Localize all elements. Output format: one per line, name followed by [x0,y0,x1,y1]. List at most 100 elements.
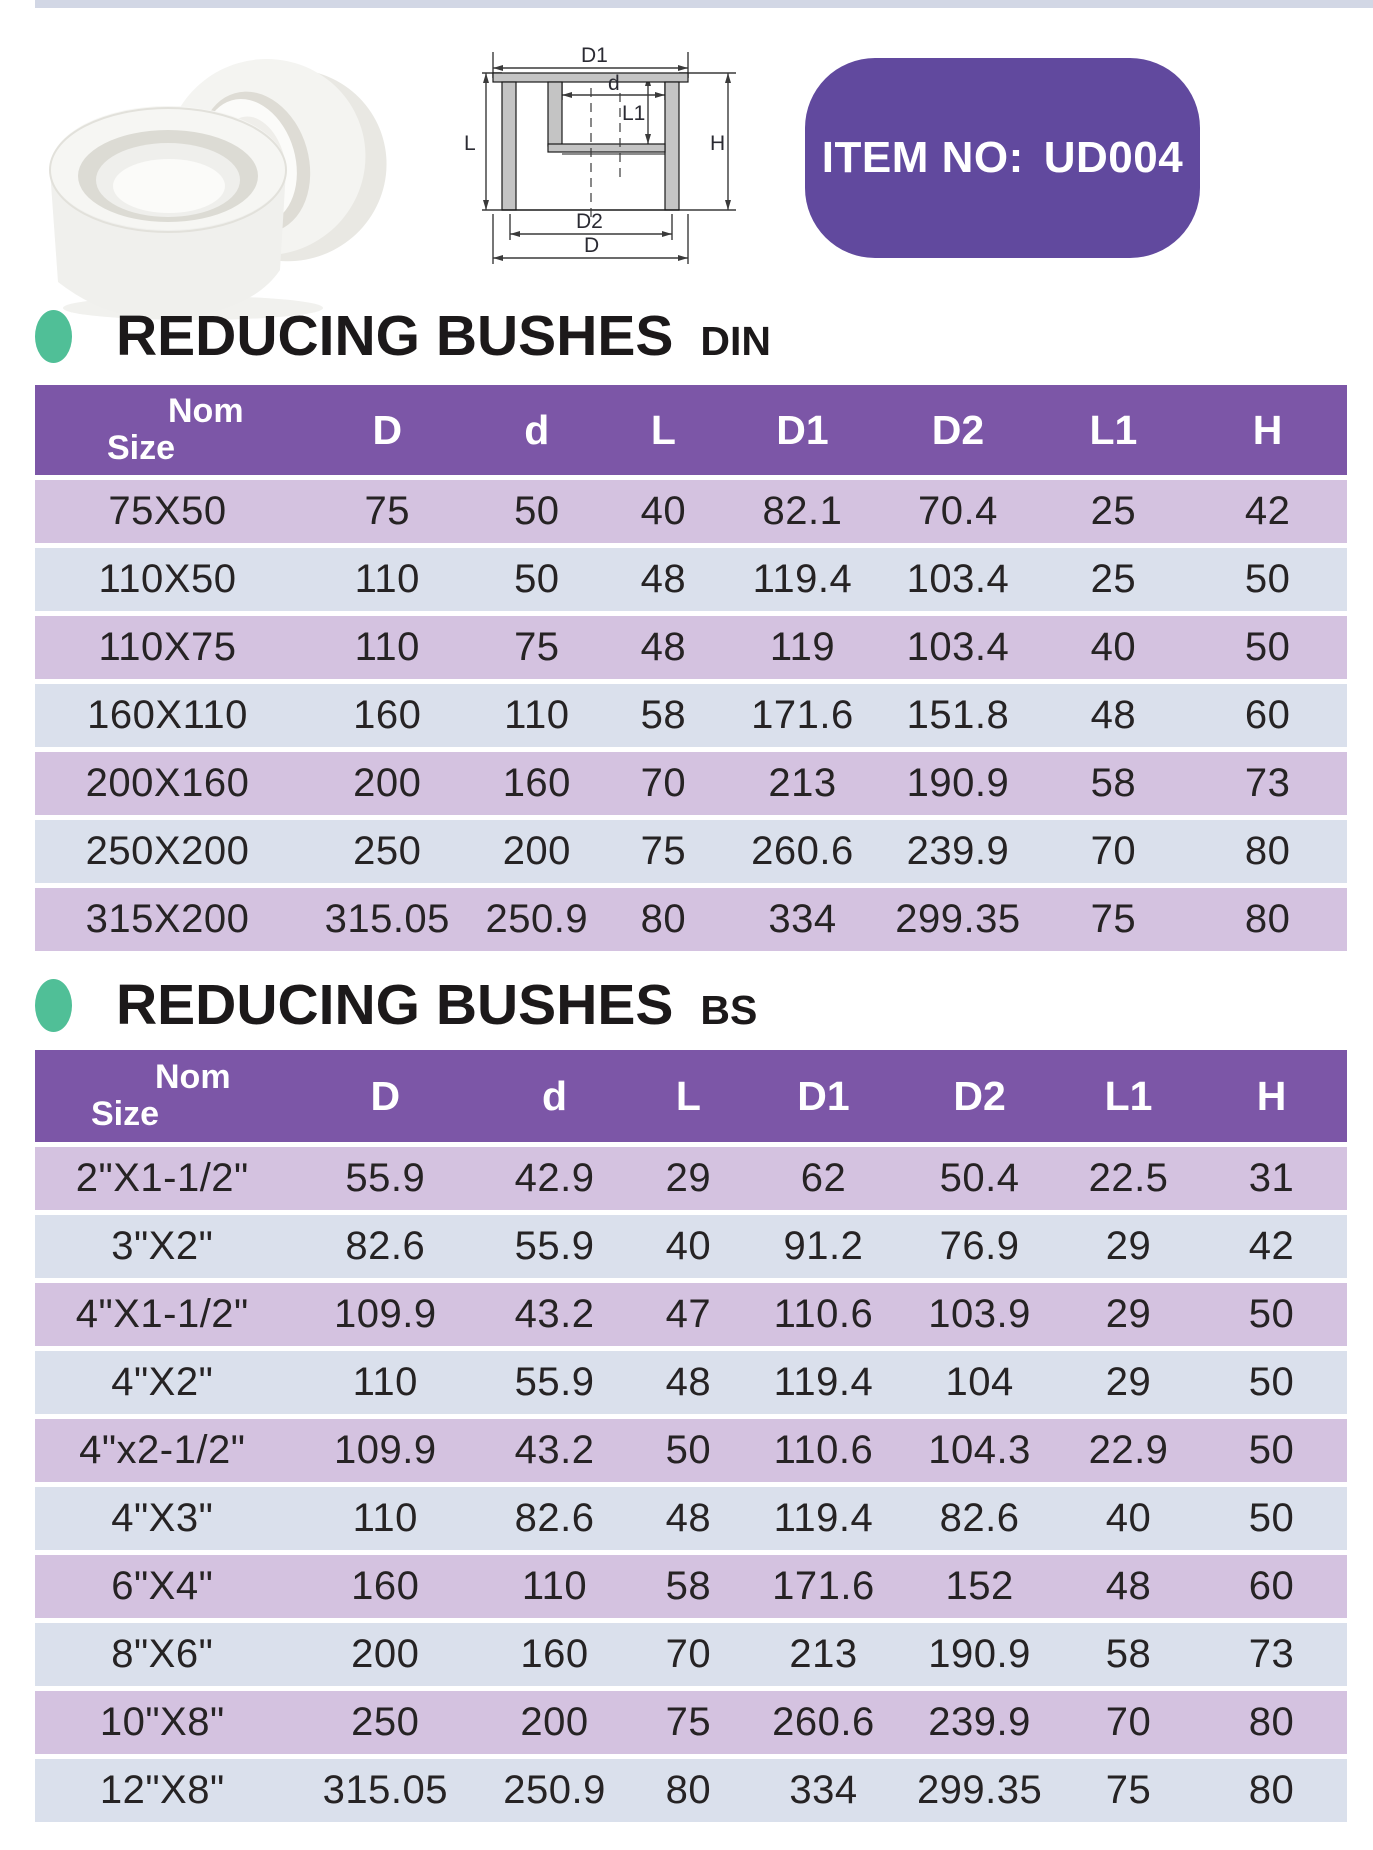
table-cell: 4"X1-1/2" [35,1283,290,1346]
table-cell: 75X50 [35,480,301,543]
table-cell: 213 [748,1623,899,1686]
table-cell: 250 [300,820,475,883]
table-cell: 70.4 [877,480,1039,543]
table-cell: 70 [628,1623,749,1686]
table-cell: 76.9 [898,1215,1061,1278]
table-cell: 119.4 [748,1351,899,1414]
column-header: L1 [1060,1050,1197,1142]
table-cell: 75 [628,1691,749,1754]
table-cell: 160 [289,1555,482,1618]
table-row: 4"X3" 110 82.6 48 119.4 82.6 40 50 [35,1487,1347,1550]
table-cell: 103.9 [898,1283,1061,1346]
table-cell: 50 [1188,616,1347,679]
table-cell: 48 [628,1351,749,1414]
table-cell: 260.6 [727,820,878,883]
table-cell: 4"x2-1/2" [35,1419,290,1482]
bullet-icon [35,978,72,1032]
table-cell: 80 [599,888,728,951]
section-heading-din: REDUCING BUSHES DIN [35,303,771,369]
table-cell: 104.3 [898,1419,1061,1482]
table-cell: 110 [481,1555,628,1618]
table-cell: 213 [727,752,878,815]
table-cell: 43.2 [481,1419,628,1482]
table-cell: 110 [300,616,475,679]
table-row: 200X160 200 160 70 213 190.9 58 73 [35,752,1347,815]
table-cell: 75 [300,480,475,543]
table-row: 4"x2-1/2" 109.9 43.2 50 110.6 104.3 22.9 50 [35,1419,1347,1482]
column-header: L1 [1038,385,1189,475]
table-cell: 190.9 [898,1623,1061,1686]
table-cell: 4"X2" [35,1351,290,1414]
table-cell: 151.8 [877,684,1039,747]
table-cell: 299.35 [877,888,1039,951]
table-cell: 82.6 [481,1487,628,1550]
table-cell: 80 [1196,1759,1347,1822]
table-cell: 75 [599,820,728,883]
table-cell: 12"X8" [35,1759,290,1822]
table-row: 4"X1-1/2" 109.9 43.2 47 110.6 103.9 29 50 [35,1283,1347,1346]
table-cell: 315.05 [300,888,475,951]
standard-label: BS [700,987,758,1033]
table-cell: 160X110 [35,684,301,747]
table-cell: 58 [1038,752,1189,815]
table-row: 8"X6" 200 160 70 213 190.9 58 73 [35,1623,1347,1686]
table-cell: 103.4 [877,616,1039,679]
product-photo [49,59,387,320]
table-cell: 25 [1038,480,1189,543]
section-title: REDUCING BUSHES [116,973,674,1037]
standard-label: DIN [700,318,772,364]
table-row: 315X200 315.05 250.9 80 334 299.35 75 80 [35,888,1347,951]
table-cell: 334 [727,888,878,951]
table-cell: 40 [628,1215,749,1278]
table-cell: 299.35 [898,1759,1061,1822]
table-row: 250X200 250 200 75 260.6 239.9 70 80 [35,820,1347,883]
column-header-nom-size: Nom Size [35,1050,290,1142]
table-row: 6"X4" 160 110 58 171.6 152 48 60 [35,1555,1347,1618]
table-cell: 48 [599,616,728,679]
table-cell: 200 [289,1623,482,1686]
table-cell: 171.6 [748,1555,899,1618]
table-cell: 43.2 [481,1283,628,1346]
table-cell: 73 [1188,752,1347,815]
table-cell: 82.1 [727,480,878,543]
table-cell: 104 [898,1351,1061,1414]
table-row: 75X50 75 50 40 82.1 70.4 25 42 [35,480,1347,543]
table-cell: 110.6 [748,1419,899,1482]
table-row: 3"X2" 82.6 55.9 40 91.2 76.9 29 42 [35,1215,1347,1278]
table-row: 110X75 110 75 48 119 103.4 40 50 [35,616,1347,679]
table-cell: 10"X8" [35,1691,290,1754]
table-cell: 42 [1188,480,1347,543]
table-cell: 70 [599,752,728,815]
column-header: D1 [748,1050,899,1142]
table-cell: 160 [474,752,600,815]
table-cell: 70 [1038,820,1189,883]
column-header: L [599,385,728,475]
table-row: 160X110 160 110 58 171.6 151.8 48 60 [35,684,1347,747]
table-cell: 75 [1060,1759,1197,1822]
column-header: D2 [898,1050,1061,1142]
section-heading-bs: REDUCING BUSHES BS [35,972,757,1038]
column-header: D [289,1050,482,1142]
item-no-badge: ITEM NO: UD004 [805,58,1200,258]
table-cell: 103.4 [877,548,1039,611]
table-cell: 109.9 [289,1419,482,1482]
table-cell: 50 [1196,1487,1347,1550]
table-row: 12"X8" 315.05 250.9 80 334 299.35 75 80 [35,1759,1347,1822]
dim-label-l: L [464,132,476,155]
table-cell: 190.9 [877,752,1039,815]
column-header: D2 [877,385,1039,475]
top-strip [35,0,1373,8]
table-cell: 50 [1188,548,1347,611]
table-cell: 48 [1060,1555,1197,1618]
column-header: d [481,1050,628,1142]
table-cell: 50 [1196,1351,1347,1414]
table-cell: 60 [1188,684,1347,747]
column-header: D1 [727,385,878,475]
table-cell: 200X160 [35,752,301,815]
table-cell: 109.9 [289,1283,482,1346]
table-cell: 29 [628,1147,749,1210]
table-cell: 25 [1038,548,1189,611]
dim-label-d2: D2 [576,210,603,233]
